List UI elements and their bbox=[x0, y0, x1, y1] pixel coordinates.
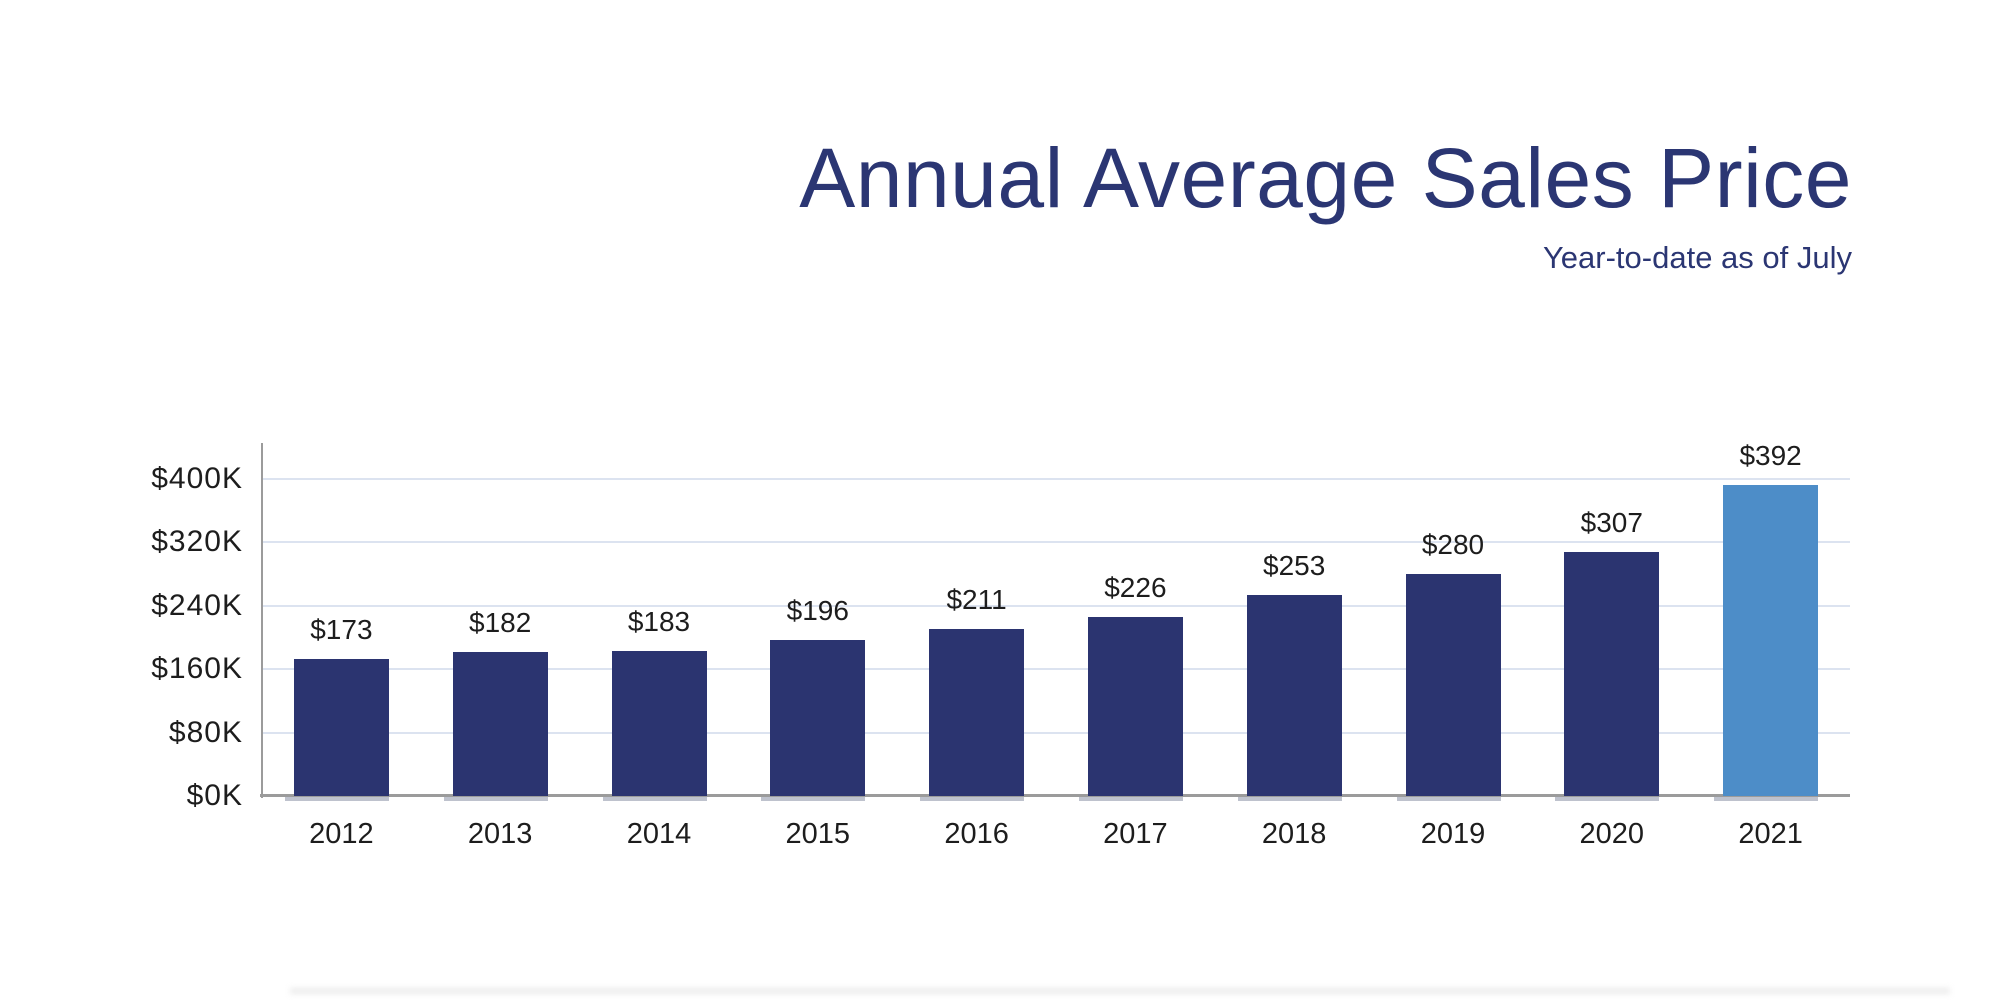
bar-shadow bbox=[1396, 797, 1501, 801]
chart-title: Annual Average Sales Price bbox=[799, 131, 1852, 225]
bar-shadow bbox=[443, 797, 548, 801]
bar bbox=[611, 650, 707, 796]
bar-shadow bbox=[284, 797, 389, 801]
gridline bbox=[262, 668, 1850, 670]
x-tick-label: 2018 bbox=[1261, 818, 1327, 850]
bar-shadow bbox=[1237, 797, 1342, 801]
bar bbox=[1564, 552, 1660, 796]
x-tick-label: 2013 bbox=[467, 818, 533, 850]
bar bbox=[293, 658, 389, 796]
y-tick-label: $0K bbox=[186, 779, 243, 812]
x-axis-line bbox=[260, 794, 1850, 797]
bar-shadow bbox=[1555, 797, 1660, 801]
gridline bbox=[262, 477, 1850, 480]
bar-value-label: $182 bbox=[469, 606, 532, 638]
gridline bbox=[262, 604, 1850, 607]
chart-subtitle: Year-to-date as of July bbox=[1542, 240, 1852, 275]
x-tick-label: 2014 bbox=[626, 818, 692, 850]
bar-shadow bbox=[1078, 797, 1183, 801]
x-tick-label: 2017 bbox=[1103, 818, 1168, 850]
bar bbox=[770, 640, 866, 796]
gridline bbox=[262, 731, 1850, 734]
bar-shadow bbox=[761, 797, 866, 801]
bar-value-label: $253 bbox=[1263, 550, 1326, 582]
bar-value-label: $183 bbox=[627, 605, 691, 637]
y-tick-label: $320K bbox=[151, 525, 243, 558]
bar bbox=[929, 628, 1025, 796]
x-tick-label: 2015 bbox=[785, 818, 851, 850]
bar bbox=[452, 651, 548, 796]
bar-value-label: $211 bbox=[946, 583, 1007, 615]
x-tick-label: 2021 bbox=[1738, 818, 1803, 850]
bar-shadow bbox=[920, 797, 1025, 801]
y-tick-label: $80K bbox=[168, 715, 243, 749]
bar bbox=[1087, 616, 1183, 796]
bar-value-label: $392 bbox=[1739, 439, 1802, 471]
x-tick-label: 2016 bbox=[944, 818, 1009, 850]
y-tick-label: $400K bbox=[151, 461, 243, 495]
bar-shadow bbox=[1714, 797, 1819, 801]
x-tick-label: 2019 bbox=[1420, 818, 1486, 850]
bar-shadow bbox=[602, 797, 707, 801]
bar-value-label: $280 bbox=[1421, 528, 1485, 560]
y-tick-label: $240K bbox=[151, 588, 243, 622]
x-tick-label: 2012 bbox=[309, 818, 374, 850]
y-axis-line bbox=[261, 443, 263, 798]
slide-edge-shadow bbox=[290, 988, 1950, 994]
bar bbox=[1405, 573, 1501, 796]
bar-highlighted bbox=[1723, 484, 1819, 796]
bar bbox=[1246, 595, 1342, 796]
y-tick-label: $160K bbox=[151, 652, 243, 685]
bar-value-label: $307 bbox=[1580, 507, 1643, 539]
x-tick-label: 2020 bbox=[1579, 818, 1645, 850]
bar-value-label: $196 bbox=[786, 595, 849, 627]
bar-value-label: $173 bbox=[310, 613, 373, 645]
gridline bbox=[262, 541, 1850, 543]
bar-value-label: $226 bbox=[1104, 571, 1167, 603]
